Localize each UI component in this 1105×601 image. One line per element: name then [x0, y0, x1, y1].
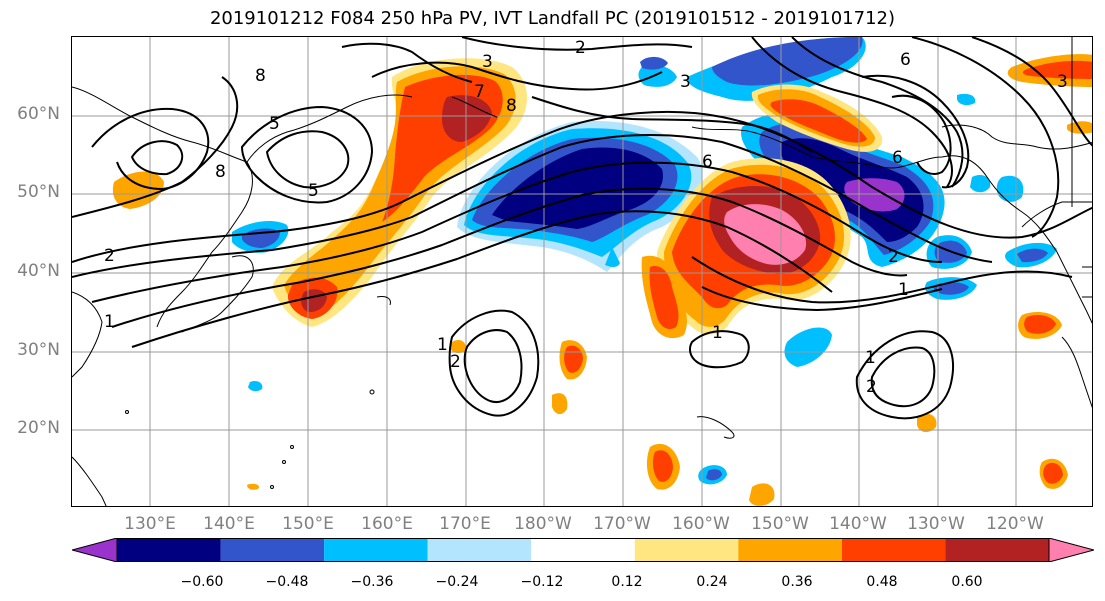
colorbar-swatch [324, 538, 428, 562]
contour-label: 8 [506, 96, 517, 116]
lat-label-40n: 40°N [17, 261, 60, 281]
colorbar-swatch [738, 538, 842, 562]
colorbar-swatch [427, 538, 532, 562]
contour-label: 1 [898, 280, 909, 300]
colorbar-tick-label: −0.24 [435, 574, 479, 590]
lon-label-120w: 120°W [986, 514, 1044, 534]
lat-label-60n: 60°N [17, 104, 60, 124]
contour-label: 1 [104, 312, 115, 332]
colorbar-tick-label: 0.12 [611, 574, 643, 590]
lon-label-140e: 140°E [203, 514, 255, 534]
contour-label: 6 [900, 50, 911, 70]
contour-label: 5 [308, 181, 319, 201]
lon-label-160w: 160°W [672, 514, 730, 534]
pv-contours [72, 37, 1092, 420]
contour-label: 7 [474, 82, 485, 102]
colorbar-extend-min [72, 538, 118, 562]
lat-label-50n: 50°N [17, 182, 60, 202]
lon-label-160e: 160°E [361, 514, 413, 534]
colorbar-tick-label: −0.60 [180, 574, 224, 590]
contour-label: 2 [450, 352, 461, 372]
contour-label: 6 [702, 152, 713, 172]
lon-label-150e: 150°E [282, 514, 334, 534]
contour-label: 2 [575, 38, 586, 58]
contour-label: 3 [1057, 72, 1068, 92]
lon-label-130w: 130°W [907, 514, 965, 534]
islands [125, 389, 735, 489]
lon-label-150w: 150°W [751, 514, 809, 534]
contour-label: 2 [888, 247, 899, 267]
colorbar-swatches [72, 538, 1094, 562]
lon-label-180w: 180°W [514, 514, 572, 534]
contour-label: 1 [865, 348, 876, 368]
contour-label: 2 [104, 246, 115, 266]
colorbar-tick-label: 0.60 [951, 574, 983, 590]
map-title: 2019101212 F084 250 hPa PV, IVT Landfall… [209, 8, 896, 29]
colorbar-swatch [634, 538, 739, 562]
map-panel: 2 3 8 7 8 3 6 3 5 8 5 2 1 6 6 2 1 1 2 1 … [71, 36, 1093, 507]
contour-label: 8 [255, 66, 266, 86]
contour-label: 8 [215, 162, 226, 182]
lon-label-130e: 130°E [124, 514, 176, 534]
lat-label-30n: 30°N [17, 340, 60, 360]
colorbar-tick-label: −0.48 [265, 574, 309, 590]
contour-label: 6 [892, 148, 903, 168]
colorbar-swatch [531, 538, 635, 562]
colorbar-swatch [841, 538, 946, 562]
colorbar [72, 538, 1094, 562]
colorbar-swatch [945, 538, 1049, 562]
colorbar-tick-label: 0.24 [696, 574, 728, 590]
colorbar-extend-max [1048, 538, 1094, 562]
contour-label: 1 [712, 323, 723, 343]
contour-label: 3 [482, 52, 493, 72]
lon-label-140w: 140°W [829, 514, 887, 534]
contour-label: 1 [437, 335, 448, 355]
graticule [72, 37, 1092, 506]
contour-labels: 2 3 8 7 8 3 6 3 5 8 5 2 1 6 6 2 1 1 2 1 … [104, 38, 1068, 397]
colorbar-tick-label: −0.36 [350, 574, 394, 590]
positive-pv-shading [112, 54, 1092, 506]
contour-label: 5 [269, 114, 280, 134]
colorbar-outline [116, 538, 1050, 562]
colorbar-tick-label: −0.12 [520, 574, 564, 590]
lat-label-20n: 20°N [17, 418, 60, 438]
contour-label: 2 [866, 377, 877, 397]
colorbar-swatch [117, 538, 221, 562]
colorbar-swatch [220, 538, 325, 562]
contour-label: 3 [680, 72, 691, 92]
colorbar-tick-label: 0.48 [866, 574, 898, 590]
colorbar-tick-label: 0.36 [781, 574, 813, 590]
lon-label-170w: 170°W [593, 514, 651, 534]
lon-label-170e: 170°E [439, 514, 491, 534]
coastlines [72, 37, 1092, 506]
